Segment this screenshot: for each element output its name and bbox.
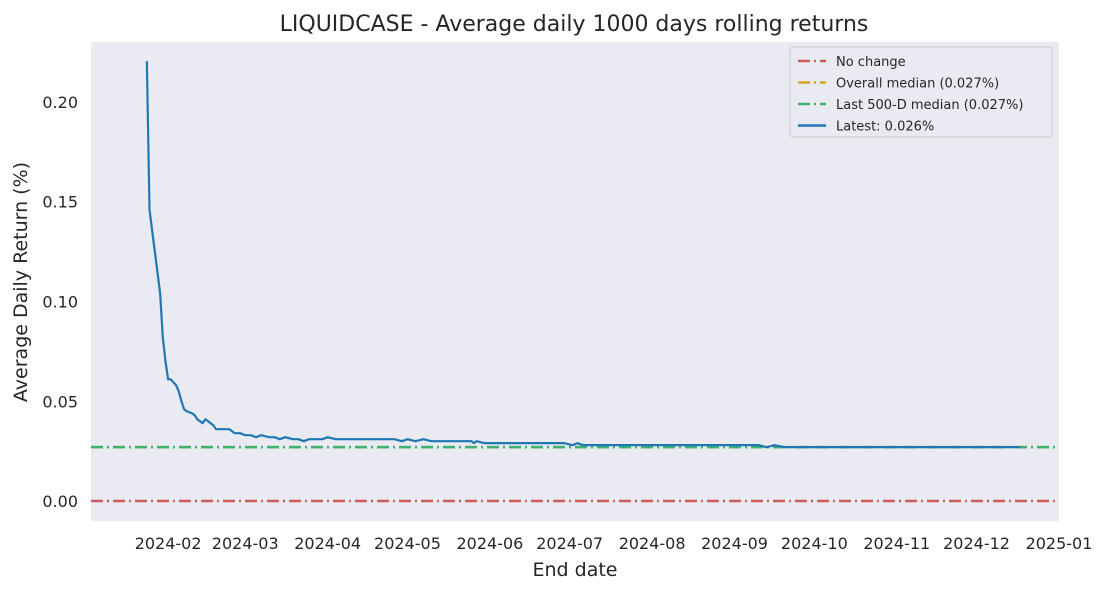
y-tick-label: 0.05 [42,392,78,411]
legend-box [789,46,1053,138]
legend-label: Overall median (0.027%) [836,77,999,92]
y-tick-label: 0.00 [42,492,78,511]
x-tick-label: 2024-10 [781,534,848,553]
x-tick-label: 2024-09 [701,534,768,553]
legend-label: Last 500-D median (0.027%) [836,98,1023,113]
y-tick-label: 0.10 [42,292,78,311]
legend-label: No change [836,55,906,70]
x-tick-label: 2024-05 [374,534,441,553]
chart-title: LIQUIDCASE - Average daily 1000 days rol… [280,12,869,37]
x-tick-label: 2024-03 [212,534,279,553]
series-line-0 [145,60,1021,449]
x-tick-label: 2024-07 [536,534,603,553]
x-tick-label: 2024-11 [863,534,930,553]
x-axis-label: End date [533,559,618,581]
y-axis-ticks: 0.00 0.05 0.10 0.15 0.20 [42,93,78,511]
x-tick-label: 2024-08 [619,534,686,553]
x-axis-ticks: 2024-02 2024-03 2024-04 2024-05 2024-06 2024-… [135,534,1093,553]
legend: No change Overall median (0.027%) Last 500… [789,46,1053,138]
x-tick-label: 2024-12 [943,534,1010,553]
series-layer [145,60,1021,449]
y-tick-label: 0.15 [42,193,78,212]
legend-label: Latest: 0.026% [836,120,934,135]
y-tick-label: 0.20 [42,93,78,112]
x-tick-label: 2025-01 [1026,534,1093,553]
x-tick-label: 2024-06 [456,534,523,553]
x-tick-label: 2024-04 [294,534,361,553]
y-axis-label: Average Daily Return (%) [10,162,32,402]
reference-lines [91,445,1059,503]
x-tick-label: 2024-02 [135,534,202,553]
